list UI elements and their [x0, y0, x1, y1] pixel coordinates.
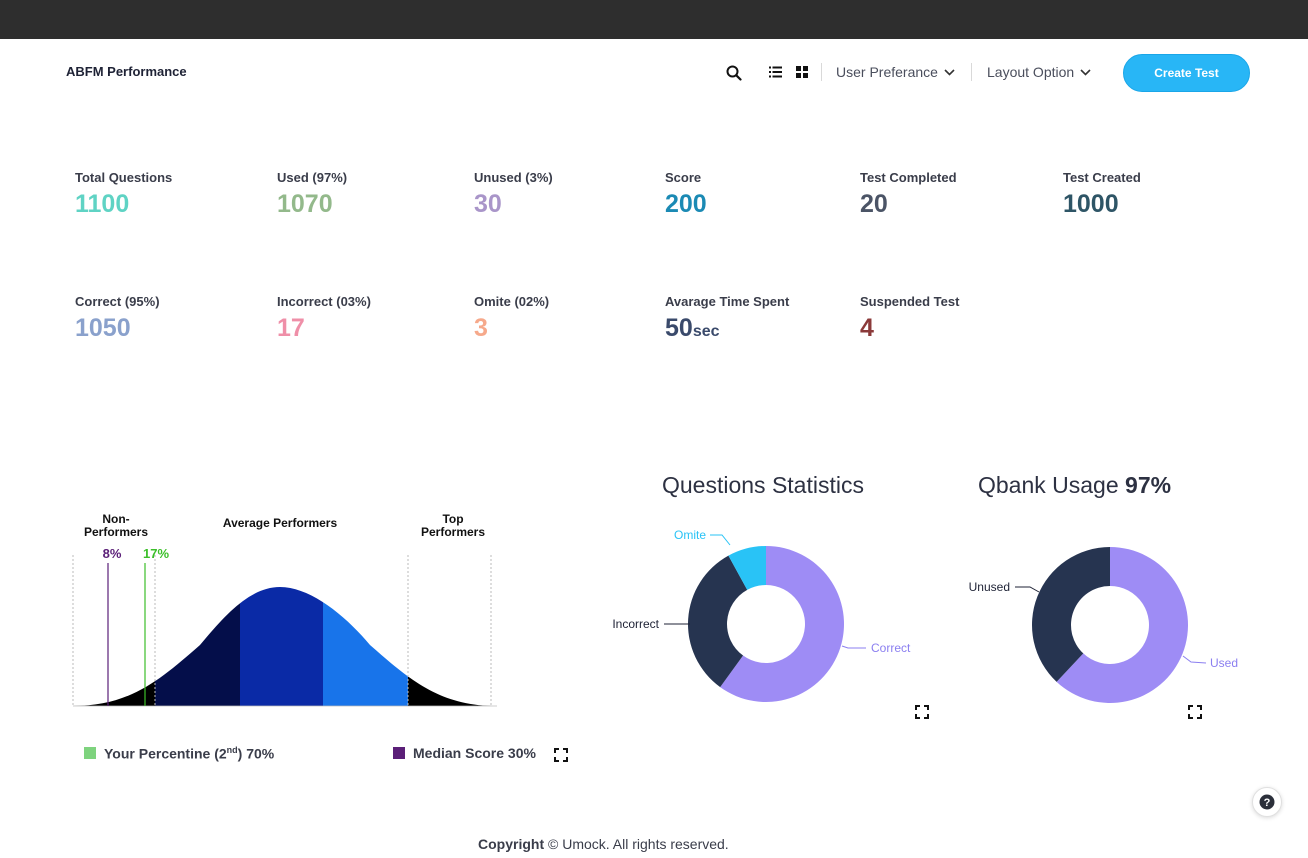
donut-label-leader [1182, 655, 1207, 664]
legend-median-score: Median Score 30% [393, 745, 536, 761]
median-swatch [393, 747, 405, 759]
create-test-button[interactable]: Create Test [1123, 54, 1250, 92]
stat-value: 1100 [75, 190, 130, 218]
stat-label: Unused (3%) [474, 170, 553, 185]
stat-label: Correct (95%) [75, 294, 160, 309]
stat-card: Unused (3%) 30 [474, 170, 553, 219]
search-icon[interactable] [726, 65, 742, 81]
expand-icon[interactable] [1188, 705, 1202, 719]
chevron-down-icon [1080, 68, 1091, 76]
stat-label: Total Questions [75, 170, 173, 185]
stat-value: 50sec [665, 314, 720, 342]
brand-title: ABFM Performance [66, 64, 187, 79]
donut-label-incorrect: Incorrect [612, 617, 659, 631]
footer-copyright: Copyright © Umock. All rights reserved. [478, 836, 729, 852]
donut-slice-incorrect[interactable] [688, 555, 748, 688]
expand-icon[interactable] [554, 748, 568, 762]
donut-slice-used[interactable] [1056, 547, 1188, 703]
donut-label-unused: Unused [969, 580, 1010, 594]
stat-value: 1070 [277, 190, 333, 218]
stat-card: Score 200 [665, 170, 707, 219]
stat-label: Used (97%) [277, 170, 348, 185]
donut-label-leader [1015, 586, 1040, 593]
layout-option-dropdown[interactable]: Layout Option [987, 64, 1091, 80]
questions-statistics-donut: Correct Incorrect Omite [612, 528, 911, 702]
questions-statistics-title: Questions Statistics [662, 472, 864, 498]
average-performers-label: Average Performers [223, 516, 338, 530]
stat-value: 20 [860, 190, 888, 218]
top-performers-label-1: Top [442, 512, 463, 526]
stat-card: Incorrect (03%) 17 [277, 294, 371, 343]
stat-label: Incorrect (03%) [277, 294, 371, 309]
stat-card: Suspended Test 4 [860, 294, 959, 343]
donut-slice-correct[interactable] [720, 546, 844, 702]
legend-median-text: Median Score 30% [413, 745, 536, 761]
stat-label: Test Completed [860, 170, 957, 185]
median-percent-label: 8% [103, 546, 122, 561]
stat-value: 200 [665, 190, 707, 218]
stat-card: Test Created 1000 [1063, 170, 1141, 219]
performance-bell-curve: Non- Performers Average Performers Top P… [72, 512, 497, 707]
stat-label: Omite (02%) [474, 294, 550, 309]
stat-card: Total Questions 1100 [75, 170, 172, 219]
stat-card: Correct (95%) 1050 [75, 294, 160, 343]
stat-value: 1000 [1063, 190, 1119, 218]
header-divider [821, 63, 822, 81]
your-percent-label: 17% [143, 546, 169, 561]
stat-label: Test Created [1063, 170, 1141, 185]
stat-card: Test Completed 20 [860, 170, 957, 219]
donut-label-leader [841, 645, 866, 649]
user-preference-dropdown[interactable]: User Preferance [836, 64, 955, 80]
stat-value: 4 [860, 314, 874, 342]
stat-value: 1050 [75, 314, 131, 342]
qbank-usage-title: Qbank Usage 97% [978, 472, 1172, 498]
question-icon: ? [1259, 794, 1275, 810]
chevron-down-icon [944, 68, 955, 76]
donut-label-used: Used [1210, 656, 1238, 670]
header: ABFM Performance User Preferance Layout … [0, 39, 1308, 107]
list-view-icon[interactable] [769, 66, 782, 78]
grid-view-icon[interactable] [796, 66, 808, 78]
help-button[interactable]: ? [1252, 787, 1282, 817]
browser-top-bar [0, 0, 1308, 39]
top-performers-label-2: Performers [421, 525, 485, 539]
average-region [240, 587, 323, 706]
above-average-region [323, 587, 408, 706]
legend-percentile-text: Your Percentine (2nd) 70% [104, 745, 275, 762]
user-preference-label: User Preferance [836, 64, 938, 80]
non-performers-label-1: Non- [102, 512, 129, 526]
donut-slice-unused[interactable] [1032, 547, 1110, 682]
stat-label: Suspended Test [860, 294, 960, 309]
legend-your-percentile: Your Percentine (2nd) 70% [84, 745, 274, 762]
stat-value: 30 [474, 190, 502, 218]
qbank-usage-donut: Used Unused [969, 547, 1238, 703]
stat-value: 17 [277, 314, 305, 342]
expand-icon[interactable] [915, 705, 929, 719]
stat-label: Score [665, 170, 702, 185]
stat-value: 3 [474, 314, 488, 342]
non-performers-label-2: Performers [84, 525, 148, 539]
donut-label-correct: Correct [871, 641, 911, 655]
donut-slice-omite[interactable] [728, 546, 766, 590]
stat-card: Avarage Time Spent 50sec [665, 294, 789, 343]
header-divider [971, 63, 972, 81]
donut-label-leader [710, 534, 731, 546]
percentile-swatch [84, 747, 96, 760]
svg-text:?: ? [1264, 797, 1271, 809]
stat-card: Used (97%) 1070 [277, 170, 347, 219]
stat-card: Omite (02%) 3 [474, 294, 549, 343]
stat-label: Avarage Time Spent [665, 294, 790, 309]
below-average-region [155, 587, 240, 706]
layout-option-label: Layout Option [987, 64, 1075, 80]
donut-label-omite: Omite [674, 528, 706, 542]
